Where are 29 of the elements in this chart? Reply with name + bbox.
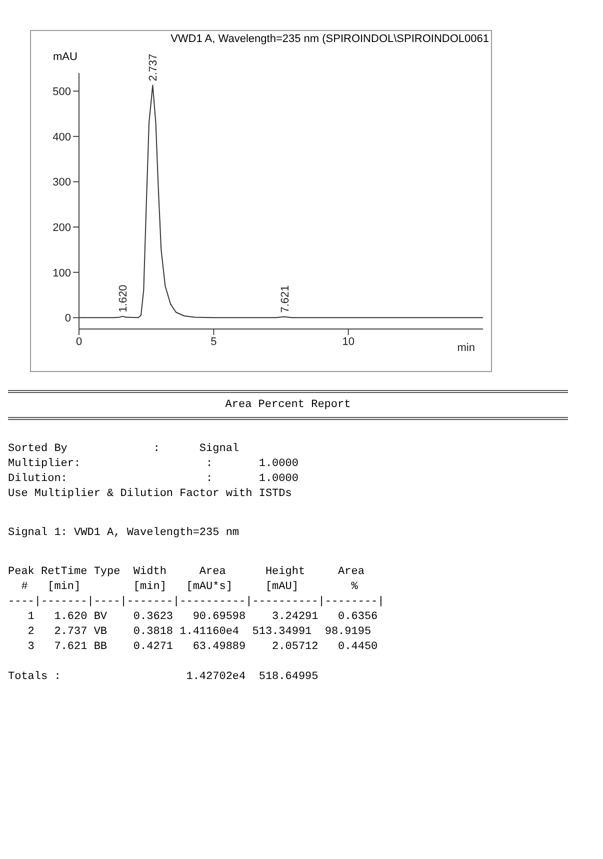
annotation: 2.737 [148,54,160,82]
annotation: 7.621 [279,285,292,313]
chart-title: VWD1 A, Wavelength=235 nm (SPIROINDOL\SPIROINDOL0061 [170,33,490,45]
text: 2 2.737 VB 0.3818 1.41160e4 513.34991 98.9195 [26,625,372,640]
text: Signal 1: VWD1 A, Wavelength=235 nm [8,526,240,541]
text: Totals : 1.42702e4 518.64995 [8,670,320,685]
text: 3 7.621 BB 0.4271 63.49889 2.05712 0.4450 [26,640,379,655]
text: Use Multiplier & Dilution Factor with ISTDs [8,487,293,502]
y-tick-label: 0 [64,312,71,325]
text: Area Percent Report [224,399,352,411]
text: 1 1.620 BV 0.3623 90.69598 3.24291 0.6356 [26,610,379,625]
text: # [min] [min] [mAU*s] [mAU] % [20,580,359,595]
y-tick-label: 300 [52,176,71,189]
x-tick-label: 5 [210,336,217,348]
x-tick-label: 10 [342,336,354,348]
y-axis-title: mAU [53,51,78,63]
text: Dilution: : 1.0000 [8,472,300,487]
annotation: 1.620 [118,284,130,312]
text: Sorted By : Signal [8,442,240,457]
y-tick-label: 100 [52,267,71,280]
y-tick-label: 500 [52,86,71,98]
text: ----|-------|----|-------|----------|----------|--------| [8,595,386,610]
y-tick-label: 400 [52,131,71,144]
text: Peak RetTime Type Width Area Height Area [8,565,366,580]
y-tick-label: 200 [52,222,71,234]
line-series [79,84,483,318]
text: Multiplier: : 1.0000 [8,457,300,472]
x-axis-title: min [457,342,475,354]
x-tick-label: 0 [76,336,82,348]
